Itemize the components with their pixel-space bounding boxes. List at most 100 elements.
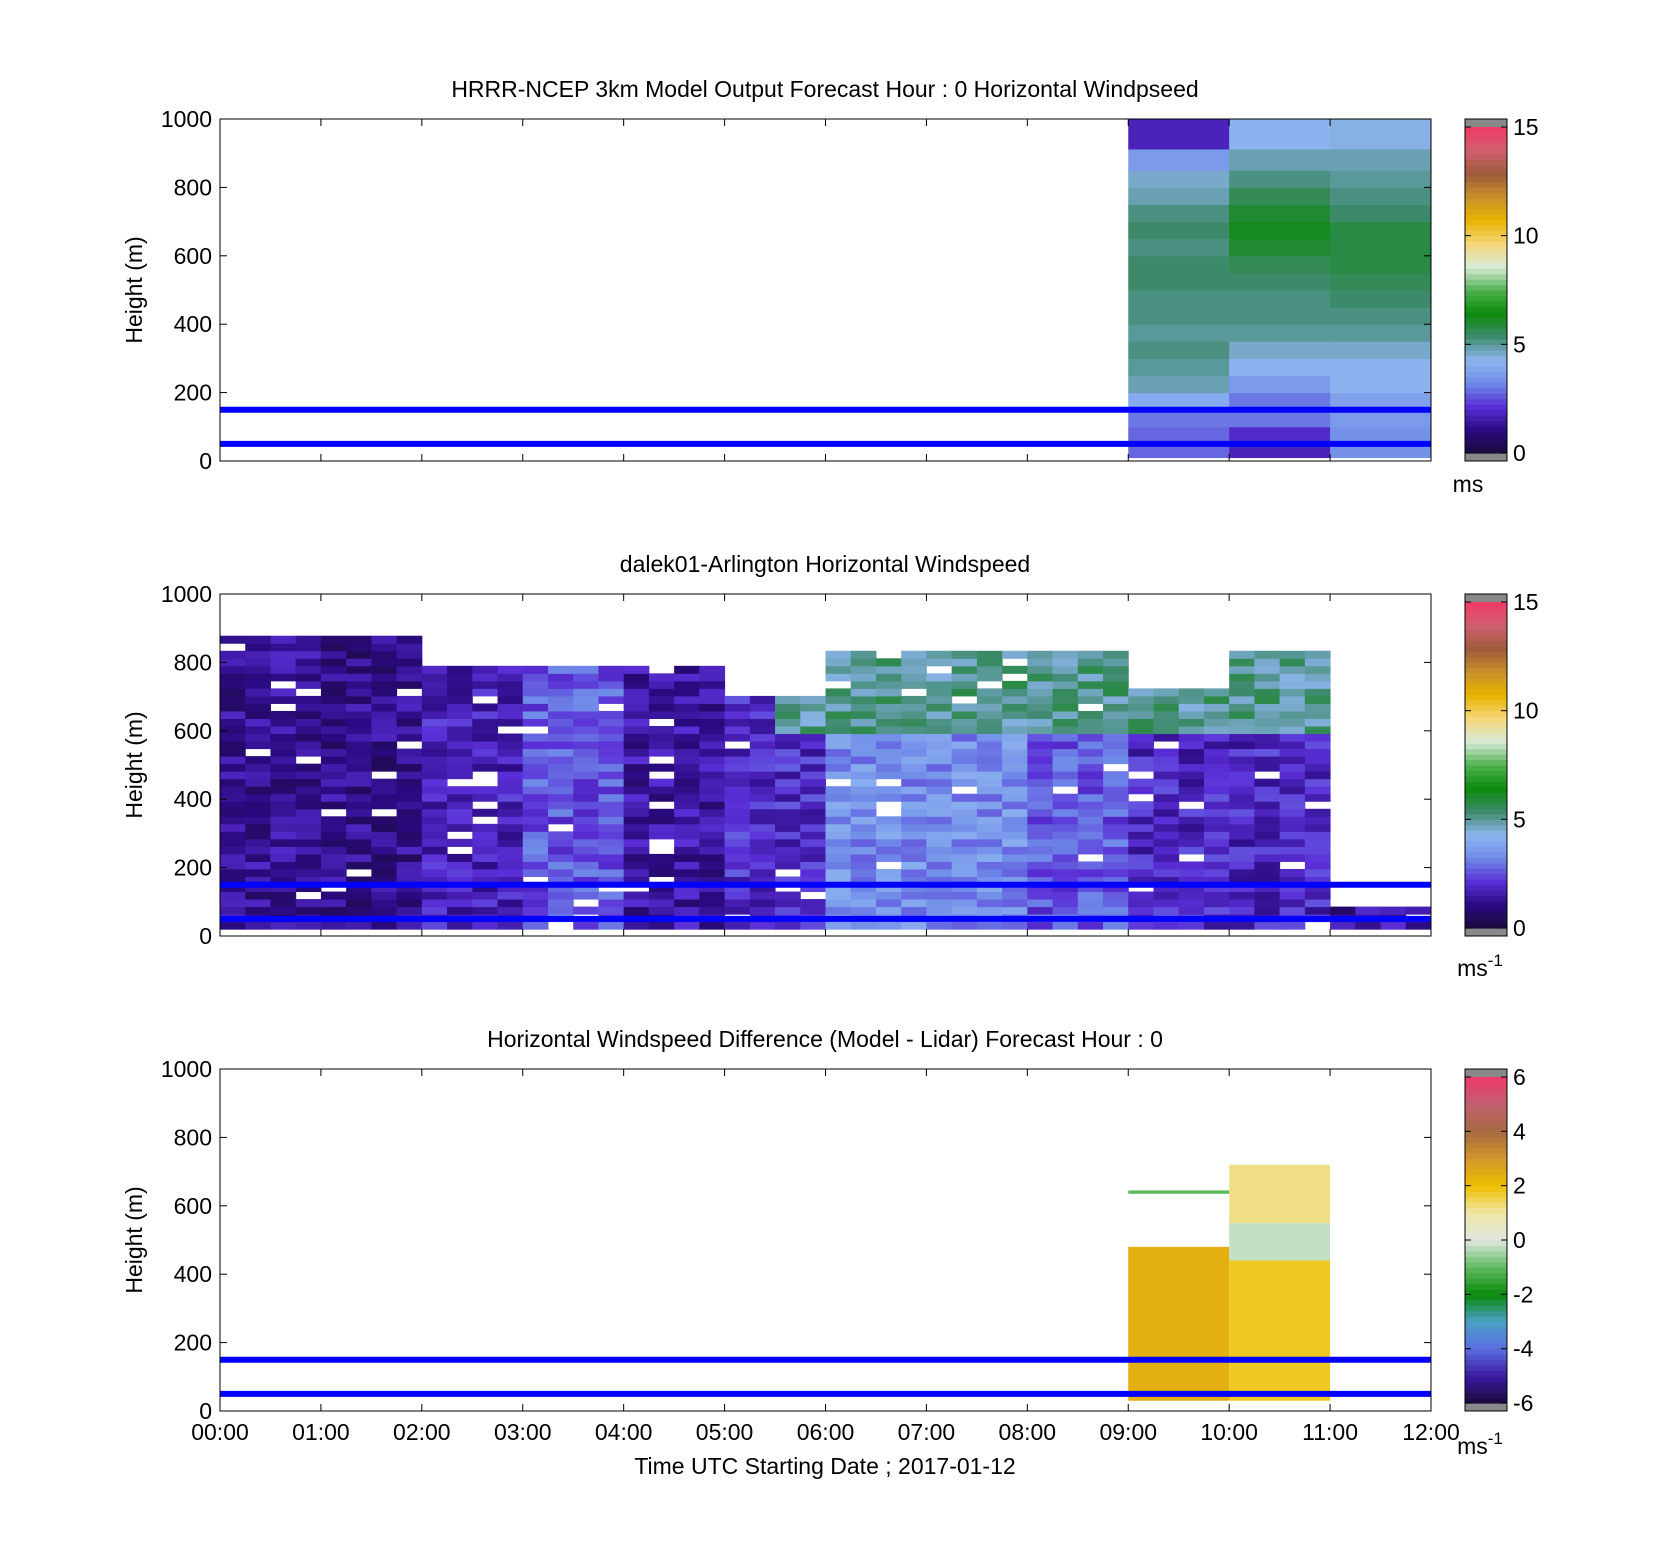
lidar-cell bbox=[220, 650, 246, 659]
lidar-cell bbox=[1178, 793, 1205, 802]
lidar-cell bbox=[648, 853, 675, 862]
lidar-cell bbox=[295, 695, 322, 704]
lidar-cell bbox=[245, 823, 271, 832]
lidar-cell bbox=[1103, 658, 1129, 667]
lidar-cell bbox=[245, 688, 271, 697]
lidar-cell bbox=[749, 778, 776, 787]
lidar-cell bbox=[800, 763, 826, 772]
lidar-cell bbox=[1077, 921, 1104, 930]
lidar-cell bbox=[1153, 823, 1180, 832]
lidar-cell bbox=[220, 838, 246, 847]
lidar-cell bbox=[522, 831, 549, 840]
lidar-cell bbox=[1153, 763, 1180, 772]
lidar-cell bbox=[447, 793, 473, 802]
colorbar-tick-label: 15 bbox=[1513, 589, 1539, 615]
lidar-cell bbox=[421, 741, 448, 750]
lidar-cell bbox=[1279, 650, 1306, 659]
lidar-cell bbox=[850, 741, 877, 750]
lidar-cell bbox=[547, 741, 574, 750]
lidar-cell bbox=[396, 643, 423, 652]
lidar-cell bbox=[421, 726, 448, 735]
lidar-cell bbox=[699, 816, 726, 825]
model-cell bbox=[1330, 187, 1431, 205]
lidar-cell bbox=[1103, 756, 1129, 765]
lidar-cell bbox=[1254, 733, 1281, 742]
colorbar-segment bbox=[1465, 197, 1507, 204]
lidar-cell bbox=[1153, 831, 1180, 840]
lidar-cell bbox=[1077, 718, 1104, 727]
lidar-cell bbox=[1304, 756, 1331, 765]
lidar-cell bbox=[1279, 831, 1306, 840]
lidar-cell bbox=[1203, 816, 1230, 825]
lidar-cell bbox=[472, 891, 499, 900]
lidar-cell bbox=[800, 771, 826, 780]
lidar-cell bbox=[926, 695, 953, 704]
lidar-cell bbox=[1279, 906, 1306, 915]
lidar-cell bbox=[724, 906, 751, 915]
lidar-cell bbox=[270, 741, 297, 750]
lidar-cell bbox=[1203, 899, 1230, 908]
lidar-cell bbox=[825, 899, 852, 908]
lidar-cell bbox=[648, 823, 675, 832]
lidar-cell bbox=[346, 808, 372, 817]
lidar-cell bbox=[1178, 733, 1205, 742]
lidar-cell bbox=[674, 703, 700, 712]
colorbar-segment bbox=[1465, 640, 1507, 647]
lidar-cell bbox=[1279, 838, 1306, 847]
lidar-cell bbox=[472, 718, 499, 727]
lidar-cell bbox=[1077, 801, 1104, 810]
colorbar-segment bbox=[1465, 442, 1507, 449]
lidar-cell bbox=[598, 868, 625, 877]
lidar-cell bbox=[623, 741, 650, 750]
lidar-cell bbox=[472, 868, 499, 877]
lidar-cell bbox=[1128, 899, 1154, 908]
lidar-cell bbox=[346, 793, 372, 802]
lidar-cell bbox=[1203, 741, 1230, 750]
colorbar-under bbox=[1465, 1403, 1507, 1411]
lidar-cell bbox=[724, 846, 751, 855]
lidar-cell bbox=[1178, 823, 1205, 832]
lidar-cell bbox=[724, 808, 751, 817]
lidar-cell bbox=[1002, 718, 1028, 727]
lidar-cell bbox=[573, 733, 599, 742]
lidar-cell bbox=[1203, 891, 1230, 900]
lidar-cell bbox=[1077, 816, 1104, 825]
lidar-cell bbox=[1254, 846, 1281, 855]
lidar-cell bbox=[875, 688, 902, 697]
lidar-cell bbox=[472, 763, 499, 772]
model-cell bbox=[1229, 204, 1331, 223]
lidar-cell bbox=[245, 771, 271, 780]
lidar-cell bbox=[749, 710, 776, 719]
lidar-cell bbox=[396, 786, 423, 795]
lidar-cell bbox=[270, 756, 297, 765]
colorbar-segment bbox=[1465, 251, 1507, 258]
model-cell bbox=[1128, 290, 1230, 308]
lidar-cell bbox=[346, 658, 372, 667]
lidar-cell bbox=[699, 823, 726, 832]
lidar-cell bbox=[1052, 680, 1079, 689]
lidar-cell bbox=[749, 853, 776, 862]
lidar-cell bbox=[623, 808, 650, 817]
lidar-cell bbox=[270, 838, 297, 847]
lidar-cell bbox=[371, 763, 398, 772]
xtick-label: 09:00 bbox=[1099, 1419, 1157, 1445]
lidar-cell bbox=[1153, 899, 1180, 908]
lidar-cell bbox=[674, 899, 700, 908]
lidar-cell bbox=[825, 868, 852, 877]
lidar-cell bbox=[245, 808, 271, 817]
colorbar-segment bbox=[1465, 721, 1507, 728]
lidar-cell bbox=[447, 703, 473, 712]
lidar-cell bbox=[320, 876, 347, 885]
model-cell bbox=[1330, 272, 1431, 291]
lidar-cell bbox=[875, 823, 902, 832]
lidar-cell bbox=[1002, 703, 1028, 712]
lidar-cell bbox=[1304, 823, 1331, 832]
lidar-cell bbox=[749, 808, 776, 817]
lidar-cell bbox=[447, 710, 473, 719]
lidar-cell bbox=[421, 899, 448, 908]
lidar-cell bbox=[497, 884, 524, 893]
lidar-cell bbox=[951, 846, 978, 855]
lidar-cell bbox=[1052, 906, 1079, 915]
colorbar-segment bbox=[1465, 1332, 1507, 1339]
lidar-cell bbox=[1254, 816, 1281, 825]
